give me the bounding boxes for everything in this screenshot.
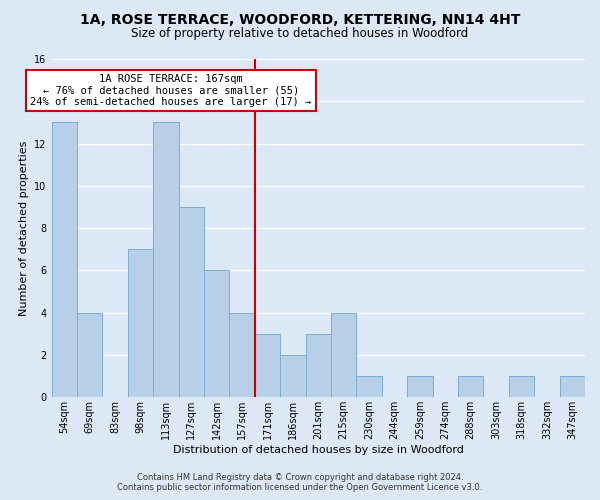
Bar <box>280 355 305 398</box>
Bar <box>509 376 534 398</box>
Bar <box>255 334 280 398</box>
Bar <box>407 376 433 398</box>
Bar <box>356 376 382 398</box>
X-axis label: Distribution of detached houses by size in Woodford: Distribution of detached houses by size … <box>173 445 464 455</box>
Bar <box>560 376 585 398</box>
Bar <box>331 312 356 398</box>
Bar <box>77 312 103 398</box>
Bar <box>128 250 153 398</box>
Bar <box>229 312 255 398</box>
Text: Size of property relative to detached houses in Woodford: Size of property relative to detached ho… <box>131 28 469 40</box>
Bar <box>458 376 484 398</box>
Text: Contains HM Land Registry data © Crown copyright and database right 2024.
Contai: Contains HM Land Registry data © Crown c… <box>118 473 482 492</box>
Bar <box>305 334 331 398</box>
Text: 1A, ROSE TERRACE, WOODFORD, KETTERING, NN14 4HT: 1A, ROSE TERRACE, WOODFORD, KETTERING, N… <box>80 12 520 26</box>
Bar <box>153 122 179 398</box>
Text: 1A ROSE TERRACE: 167sqm
← 76% of detached houses are smaller (55)
24% of semi-de: 1A ROSE TERRACE: 167sqm ← 76% of detache… <box>31 74 311 107</box>
Bar <box>179 207 204 398</box>
Y-axis label: Number of detached properties: Number of detached properties <box>19 140 29 316</box>
Bar <box>204 270 229 398</box>
Bar <box>52 122 77 398</box>
